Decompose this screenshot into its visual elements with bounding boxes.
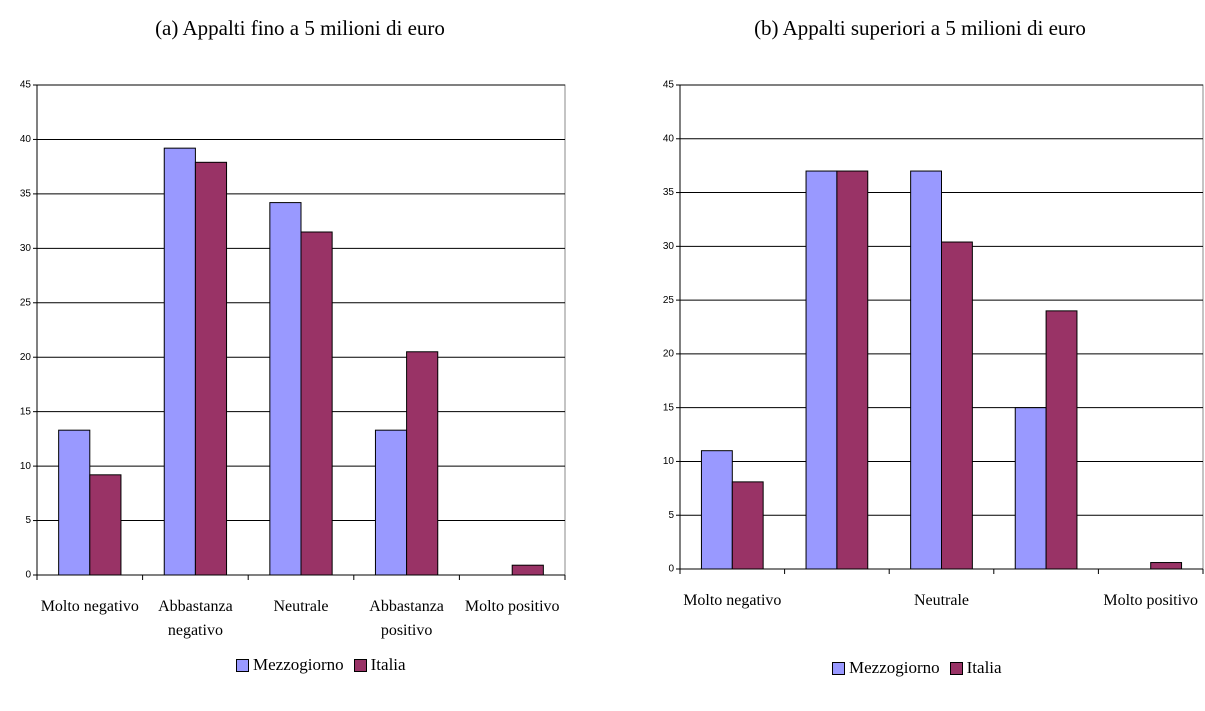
chart-title: (a) Appalti fino a 5 milioni di euro <box>155 16 445 40</box>
y-tick-label: 10 <box>663 456 675 467</box>
y-tick-label: 15 <box>663 402 675 413</box>
chart-title: (b) Appalti superiori a 5 milioni di eur… <box>754 16 1086 40</box>
y-tick-label: 30 <box>663 241 675 252</box>
y-tick-label: 25 <box>20 297 32 308</box>
bar <box>1045 310 1078 570</box>
legend-label: Italia <box>370 655 406 674</box>
legend-label: Mezzogiorno <box>849 658 940 677</box>
bar <box>300 231 333 576</box>
y-tick-label: 5 <box>25 515 31 526</box>
y-tick-label: 20 <box>20 352 32 363</box>
y-tick-label: 10 <box>20 461 32 472</box>
x-tick-label: Molto negativo <box>683 592 782 609</box>
bar <box>374 429 408 576</box>
y-tick-label: 30 <box>20 243 32 254</box>
legend: Mezzogiorno Italia <box>230 655 406 675</box>
x-tick-label: Abbastanza negativo <box>158 598 233 639</box>
legend-swatch <box>236 658 249 672</box>
bar <box>511 564 544 576</box>
y-tick-label: 15 <box>20 406 32 417</box>
x-tick-label: Molto negativo <box>40 598 139 615</box>
legend-label: Italia <box>966 658 1002 677</box>
bar <box>731 481 764 570</box>
y-tick-label: 35 <box>663 187 675 198</box>
bar <box>1014 407 1047 570</box>
bar <box>58 429 91 576</box>
legend-label: Mezzogiorno <box>253 655 344 674</box>
bar <box>163 147 196 576</box>
y-tick-label: 5 <box>668 510 674 521</box>
bar <box>1150 562 1183 570</box>
bar <box>941 241 973 570</box>
y-tick-label: 0 <box>25 570 31 581</box>
y-tick-label: 40 <box>663 133 675 144</box>
bar <box>89 474 122 576</box>
x-tick-label: Molto positivo <box>1103 592 1199 609</box>
x-tick-label: Molto positivo <box>464 598 560 615</box>
legend-swatch <box>832 661 845 675</box>
y-tick-label: 20 <box>663 349 675 360</box>
y-tick-label: 25 <box>663 295 675 306</box>
bar <box>910 170 943 570</box>
bar <box>805 170 838 570</box>
bar <box>406 351 439 576</box>
y-tick-label: 45 <box>20 80 32 91</box>
legend-swatch <box>353 658 367 672</box>
bar <box>700 450 733 570</box>
x-tick-label: Abbastanza positivo <box>369 598 444 639</box>
y-tick-label: 0 <box>668 564 674 575</box>
x-tick-label: Neutrale <box>913 592 970 609</box>
bar <box>194 161 228 576</box>
legend: Mezzogiorno Italia <box>826 658 1002 678</box>
x-tick-label: Neutrale <box>273 598 329 615</box>
legend-swatch <box>949 661 963 675</box>
bar <box>269 202 302 576</box>
bar <box>836 170 869 570</box>
y-tick-label: 35 <box>20 189 32 200</box>
y-tick-label: 45 <box>663 80 675 91</box>
y-tick-label: 40 <box>20 134 32 145</box>
